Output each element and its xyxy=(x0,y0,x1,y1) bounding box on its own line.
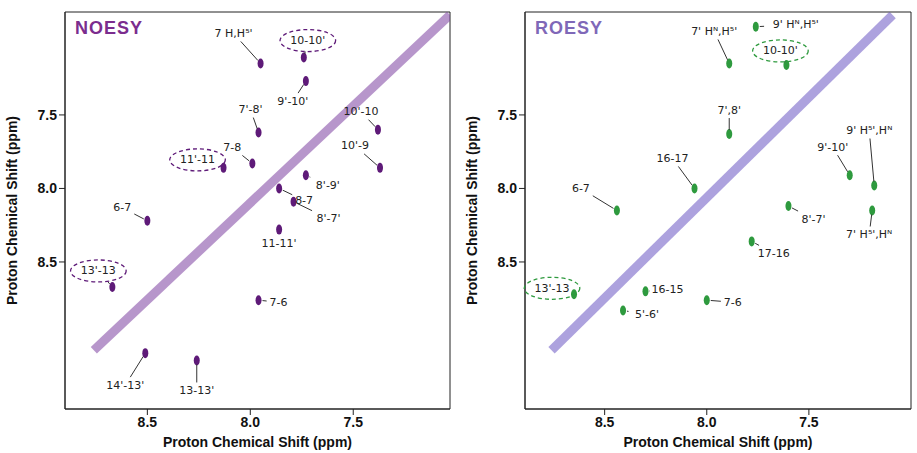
svg-text:17-16: 17-16 xyxy=(758,247,790,260)
svg-text:5'-6': 5'-6' xyxy=(635,308,659,321)
svg-text:8.0: 8.0 xyxy=(38,180,58,196)
svg-text:10'-10: 10'-10 xyxy=(343,105,378,118)
svg-text:10'-9: 10'-9 xyxy=(341,139,369,152)
svg-text:Proton Chemical Shift (ppm): Proton Chemical Shift (ppm) xyxy=(163,434,352,450)
svg-text:7',8': 7',8' xyxy=(717,104,741,117)
svg-text:7'-8': 7'-8' xyxy=(239,103,263,116)
svg-text:Proton Chemical Shift (ppm): Proton Chemical Shift (ppm) xyxy=(464,116,480,305)
svg-text:8.0: 8.0 xyxy=(241,414,261,430)
svg-text:13-13': 13-13' xyxy=(179,384,214,397)
svg-text:7-6: 7-6 xyxy=(724,296,742,309)
svg-text:Proton Chemical Shift (ppm): Proton Chemical Shift (ppm) xyxy=(624,434,813,450)
html-text:NOESY: NOESY xyxy=(75,18,143,38)
svg-text:9'-10': 9'-10' xyxy=(277,95,308,108)
svg-text:10-10': 10-10' xyxy=(290,34,325,47)
html-text:ROESY: ROESY xyxy=(535,18,603,38)
svg-text:11-11': 11-11' xyxy=(262,237,297,250)
svg-text:7 H,H⁵': 7 H,H⁵' xyxy=(215,27,253,40)
svg-text:8.5: 8.5 xyxy=(138,414,158,430)
svg-text:16-17: 16-17 xyxy=(657,152,689,165)
svg-text:Proton Chemical Shift (ppm): Proton Chemical Shift (ppm) xyxy=(4,116,20,305)
svg-text:8.0: 8.0 xyxy=(498,180,518,196)
svg-text:8.5: 8.5 xyxy=(38,254,58,270)
svg-text:7.5: 7.5 xyxy=(344,414,364,430)
svg-text:8'-7': 8'-7' xyxy=(317,212,341,225)
svg-text:8-7: 8-7 xyxy=(295,194,313,207)
svg-text:7-8: 7-8 xyxy=(223,141,241,154)
svg-text:9'-10': 9'-10' xyxy=(817,141,848,154)
svg-text:7.5: 7.5 xyxy=(498,107,518,123)
svg-text:8.5: 8.5 xyxy=(498,254,518,270)
svg-text:16-15: 16-15 xyxy=(652,283,684,296)
svg-text:10-10': 10-10' xyxy=(763,44,798,57)
svg-text:7-6: 7-6 xyxy=(270,296,288,309)
svg-text:8.5: 8.5 xyxy=(595,414,615,430)
svg-text:13'-13: 13'-13 xyxy=(81,264,116,277)
svg-text:14'-13': 14'-13' xyxy=(106,379,144,392)
svg-text:6-7: 6-7 xyxy=(572,182,590,195)
svg-text:7' Hᴺ,H⁵': 7' Hᴺ,H⁵' xyxy=(691,25,737,38)
svg-text:8'-7': 8'-7' xyxy=(801,213,825,226)
svg-text:8'-9': 8'-9' xyxy=(316,179,340,192)
svg-text:7.5: 7.5 xyxy=(38,107,58,123)
svg-text:9' H⁵',Hᴺ: 9' H⁵',Hᴺ xyxy=(846,124,892,137)
svg-text:7' H⁵',Hᴺ: 7' H⁵',Hᴺ xyxy=(846,228,892,241)
svg-text:13'-13: 13'-13 xyxy=(535,282,570,295)
svg-text:8.0: 8.0 xyxy=(697,414,717,430)
svg-text:6-7: 6-7 xyxy=(113,201,131,214)
svg-text:11'-11: 11'-11 xyxy=(180,153,215,166)
svg-text:9' Hᴺ,H⁵': 9' Hᴺ,H⁵' xyxy=(773,18,819,31)
svg-text:7.5: 7.5 xyxy=(799,414,819,430)
